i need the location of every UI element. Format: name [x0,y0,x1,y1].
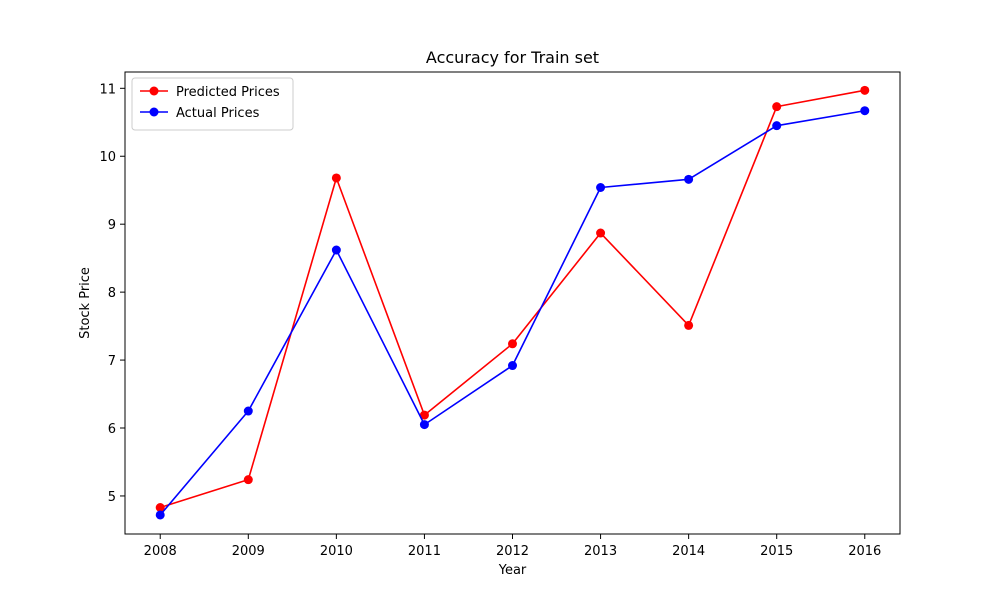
chart-title: Accuracy for Train set [426,48,599,67]
y-tick-label: 5 [108,490,116,505]
x-tick-label: 2008 [144,544,177,559]
data-point [596,183,606,192]
x-tick-label: 2016 [848,544,881,559]
data-point [155,510,165,520]
x-tick-label: 2011 [408,544,441,559]
x-tick-label: 2013 [584,544,617,559]
plot-area: 2008 2009 2010 2011 2012 2013 2014 2015 2016 5 6 7 8… [99,71,901,559]
legend-item: Predicted Prices [140,85,280,100]
data-point [596,228,606,238]
x-tick-label: 2012 [496,544,529,559]
y-tick-label: 11 [99,82,116,97]
data-point [684,174,694,184]
y-tick-label: 6 [108,422,116,437]
data-point [508,361,517,371]
data-point [772,102,782,112]
legend-marker [149,86,159,96]
legend-label: Actual Prices [176,106,260,121]
data-point [331,173,341,183]
legend-item: Actual Prices [140,106,260,121]
data-point [243,406,253,416]
legend-box [131,77,294,131]
legend-label: Predicted Prices [176,85,280,100]
data-point [155,503,165,513]
data-point [860,85,870,95]
legend-marker [149,107,159,117]
y-tick-label: 10 [99,150,116,165]
y-axis-label: Stock Price [78,267,93,339]
x-tick-label: 2009 [232,544,265,559]
data-point [419,420,429,430]
data-point [860,106,870,116]
series-0 [155,85,870,513]
y-tick-label: 9 [108,218,116,233]
data-point [243,475,253,485]
x-tick-label: 2010 [320,544,353,559]
x-tick-label: 2015 [760,544,793,559]
series-1 [155,106,870,520]
data-point [772,121,782,131]
data-point [684,320,694,330]
x-axis-label: Year [498,563,527,578]
legend: Predicted Prices Actual Prices [131,77,294,131]
data-point [331,245,341,255]
y-tick-label: 8 [108,286,116,301]
y-tick-label: 7 [108,354,116,369]
data-point [508,339,517,349]
x-tick-label: 2014 [672,544,705,559]
data-point [419,410,429,420]
